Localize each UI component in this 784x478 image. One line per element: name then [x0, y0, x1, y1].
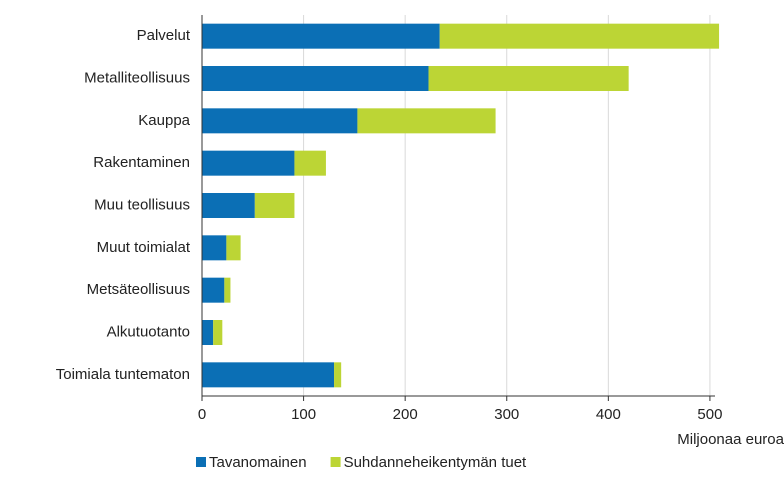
bar-segment: [202, 66, 429, 91]
x-tick-label: 300: [494, 406, 519, 423]
x-tick-label: 200: [393, 406, 418, 423]
legend-swatch: [196, 457, 206, 467]
bar-segment: [334, 362, 342, 388]
y-tick-label: Palvelut: [137, 27, 191, 44]
bar-segment: [202, 108, 358, 134]
bar-segment: [294, 150, 326, 176]
x-tick-label: 500: [697, 406, 722, 423]
bar-segment: [439, 23, 720, 49]
bar-segment: [226, 235, 241, 261]
bar-segment: [202, 277, 225, 303]
bar-segment: [202, 150, 295, 176]
bar-segment: [254, 193, 295, 218]
x-tick-label: 400: [596, 406, 621, 423]
bar-segment: [202, 193, 255, 218]
y-tick-label: Rakentaminen: [93, 154, 190, 171]
y-tick-label: Muu teollisuus: [94, 196, 190, 213]
bar-segment: [224, 277, 231, 303]
y-tick-label: Muut toimialat: [97, 239, 191, 256]
legend-swatch: [330, 457, 341, 467]
x-tick-label: 0: [198, 406, 206, 423]
bar-segment: [357, 108, 496, 134]
legend-label: Tavanomainen: [209, 454, 307, 471]
bar-segment: [213, 320, 223, 345]
y-tick-label: Alkutuotanto: [107, 323, 190, 340]
bar-segment: [428, 66, 629, 91]
bar-segment: [202, 23, 440, 49]
legend-label: Suhdanneheikentymän tuet: [344, 454, 527, 471]
bar-segment: [202, 362, 335, 388]
x-tick-label: 100: [291, 406, 316, 423]
y-tick-label: Kauppa: [138, 112, 190, 129]
bar-segment: [202, 320, 214, 345]
y-tick-label: Metsäteollisuus: [87, 281, 190, 298]
y-tick-label: Toimiala tuntematon: [56, 366, 190, 383]
y-tick-label: Metalliteollisuus: [84, 69, 190, 86]
x-axis-label: Miljoonaa euroa: [677, 431, 784, 448]
bar-segment: [202, 235, 227, 261]
